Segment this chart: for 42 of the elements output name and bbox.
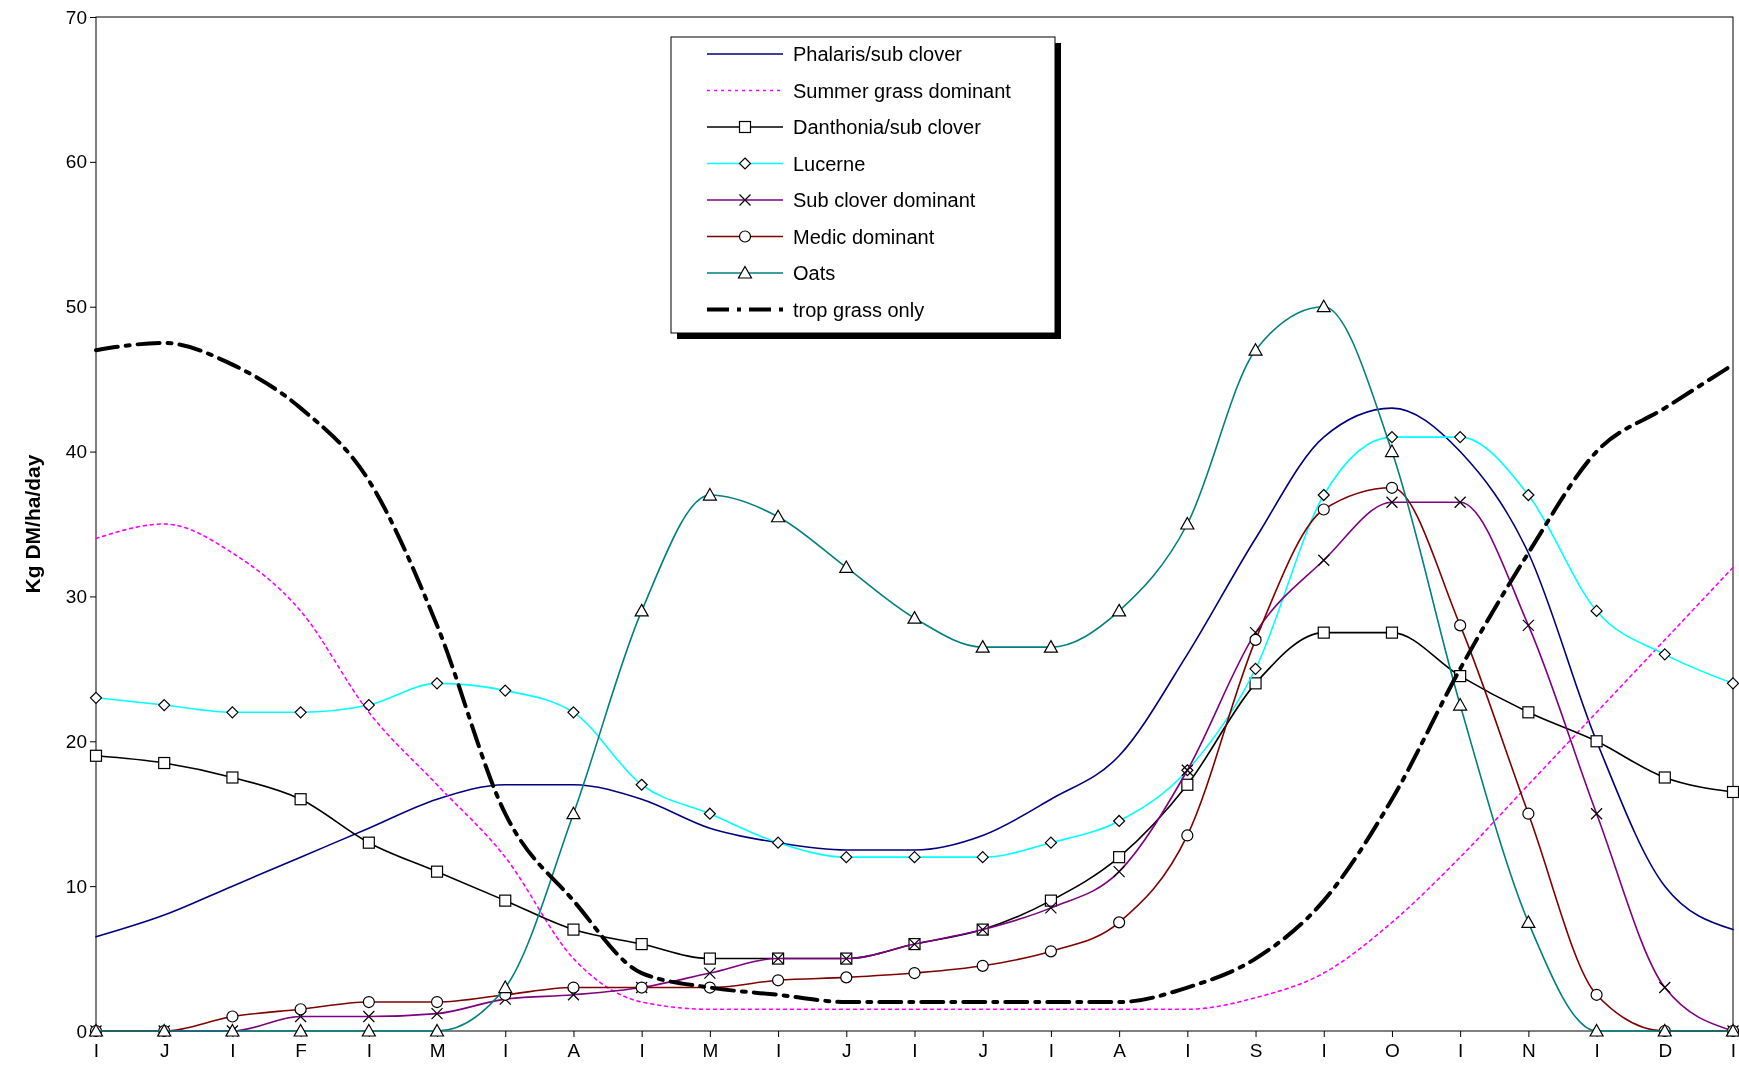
x-tick-label: J bbox=[842, 1040, 852, 1062]
x-tick-label: A bbox=[567, 1040, 581, 1062]
x-tick-label: M bbox=[702, 1040, 719, 1062]
legend-label: Danthonia/sub clover bbox=[793, 116, 982, 138]
y-axis-title: Kg DM/ha/day bbox=[21, 454, 44, 594]
y-tick-label: 60 bbox=[65, 151, 87, 173]
x-tick-label: M bbox=[429, 1040, 446, 1062]
x-tick-label: I bbox=[912, 1040, 918, 1062]
x-tick-label: F bbox=[295, 1040, 307, 1062]
x-tick-label: I bbox=[93, 1040, 100, 1062]
y-tick-label: 40 bbox=[65, 441, 87, 463]
legend-label: Sub clover dominant bbox=[793, 189, 976, 211]
x-tick-label: I bbox=[1048, 1040, 1055, 1062]
x-tick-label: I bbox=[1730, 1040, 1737, 1062]
x-tick-label: I bbox=[1458, 1040, 1464, 1062]
x-tick-label: N bbox=[1522, 1040, 1536, 1062]
x-tick-label: O bbox=[1385, 1040, 1400, 1062]
y-tick-label: 70 bbox=[65, 6, 87, 28]
x-tick-label: I bbox=[1185, 1040, 1191, 1062]
x-tick-label: I bbox=[230, 1040, 236, 1062]
x-tick-label: J bbox=[159, 1040, 170, 1062]
x-tick-label: I bbox=[1594, 1040, 1600, 1062]
y-tick-label: 20 bbox=[65, 730, 87, 752]
x-tick-label: I bbox=[1321, 1040, 1327, 1062]
legend-label: Summer grass dominant bbox=[793, 79, 1012, 102]
x-tick-label: J bbox=[978, 1040, 988, 1062]
x-tick-label: S bbox=[1249, 1040, 1263, 1062]
x-tick-label: I bbox=[366, 1040, 372, 1062]
x-tick-label: I bbox=[503, 1040, 509, 1062]
y-tick-label: 10 bbox=[65, 875, 87, 897]
x-tick-label: I bbox=[639, 1040, 645, 1062]
x-tick-label: A bbox=[1113, 1040, 1127, 1062]
legend-label: trop grass only bbox=[793, 298, 925, 321]
legend-label: Phalaris/sub clover bbox=[793, 43, 963, 65]
x-tick-label: D bbox=[1658, 1040, 1673, 1062]
y-tick-label: 0 bbox=[76, 1020, 87, 1042]
x-tick-label: I bbox=[775, 1040, 782, 1062]
y-tick-label: 50 bbox=[65, 296, 87, 318]
legend-label: Lucerne bbox=[793, 152, 866, 175]
legend-label: Medic dominant bbox=[793, 225, 935, 248]
legend-label: Oats bbox=[793, 262, 836, 284]
y-tick-label: 30 bbox=[65, 586, 87, 608]
